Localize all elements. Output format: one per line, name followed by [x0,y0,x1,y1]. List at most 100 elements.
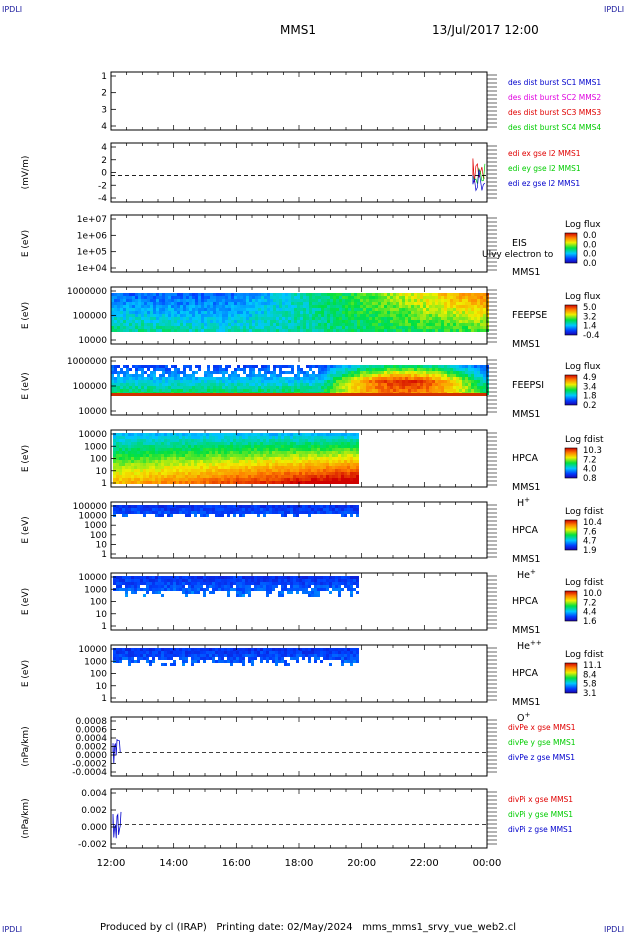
colorbar-tick-label: 1.8 [583,392,597,402]
spectrogram-cell [122,469,125,472]
spectrogram-cell [281,475,284,478]
spectrogram-cell [234,293,237,296]
spectrogram-cell [173,478,176,481]
spectrogram-cell [375,299,378,302]
spectrogram-cell [116,469,119,472]
spectrogram-cell [143,457,146,460]
spectrogram-cell [216,293,219,296]
spectrogram-cell [333,296,336,299]
spectrogram-cell [353,481,356,484]
spectrogram-cell [134,457,137,460]
spectrogram-cell [158,457,161,460]
spectrogram-cell [176,505,179,508]
spectrogram-cell [135,314,138,317]
spectrogram-cell [275,448,278,451]
spectrogram-cell [323,460,326,463]
spectrogram-cell [191,451,194,454]
spectrogram-cell [290,445,293,448]
spectrogram-cell [276,365,279,368]
spectrogram-cell [237,320,240,323]
spectrogram-cell [204,323,207,326]
spectrogram-cell [201,377,204,380]
spectrogram-cell [291,377,294,380]
spectrogram-cell [228,296,231,299]
spectrogram-cell [270,386,273,389]
spectrogram-cell [312,320,315,323]
spectrogram-cell [350,457,353,460]
spectrogram-cell [266,463,269,466]
spectrogram-cell [471,311,474,314]
spectrogram-cell [231,329,234,332]
spectrogram-cell [260,466,263,469]
spectrogram-cell [147,305,150,308]
spectrogram-cell [186,329,189,332]
spectrogram-cell [236,466,239,469]
spectrogram-cell [408,302,411,305]
spectrogram-cell [264,329,267,332]
spectrogram-cell [288,383,291,386]
spectrogram-cell [321,317,324,320]
spectrogram-cell [281,445,284,448]
spectrogram-cell [204,314,207,317]
spectrogram-cell [182,445,185,448]
spectrogram-cell [302,463,305,466]
spectrogram-cell [285,371,288,374]
spectrogram-cell [128,445,131,448]
spectrogram-cell [459,365,462,368]
spectrogram-cell [123,326,126,329]
spectrogram-cell [330,299,333,302]
spectrogram-cell [183,368,186,371]
spectrogram-cell [315,386,318,389]
spectrogram-cell [273,386,276,389]
spectrogram-cell [156,389,159,392]
spectrogram-cell [231,383,234,386]
spectrogram-cell [348,374,351,377]
spectrogram-cell [408,383,411,386]
spectrogram-cell [345,311,348,314]
spectrogram-cell [179,448,182,451]
spectrogram-cell [356,505,359,508]
spectrogram-cell [480,380,483,383]
spectrogram-cell [329,511,332,514]
spectrogram-cell [360,365,363,368]
spectrogram-cell [147,368,150,371]
spectrogram-cell [141,386,144,389]
spectrogram-cell [405,383,408,386]
spectrogram-cell [266,478,269,481]
spectrogram-cell [308,442,311,445]
spectrogram-cell [266,466,269,469]
spectrogram-cell [128,439,131,442]
spectrogram-cell [393,311,396,314]
spectrogram-cell [356,454,359,457]
spectrogram-cell [173,481,176,484]
spectrogram-cell [483,320,486,323]
spectrogram-cell [462,302,465,305]
spectrogram-cell [257,481,260,484]
spectrogram-cell [254,466,257,469]
spectrogram-cell [317,436,320,439]
spectrogram-cell [129,320,132,323]
spectrogram-cell [344,445,347,448]
spectrogram-cell [162,374,165,377]
spectrogram-cell [278,433,281,436]
spectrogram-cell [341,448,344,451]
spectrogram-cell [375,365,378,368]
spectrogram-cell [129,377,132,380]
spectrogram-cell [171,311,174,314]
spectrogram-cell [459,302,462,305]
spectrogram-cell [375,314,378,317]
spectrogram-cell [288,308,291,311]
spectrogram-cell [275,469,278,472]
spectrogram-cell [375,329,378,332]
spectrogram-cell [462,305,465,308]
spectrogram-cell [417,368,420,371]
spectrogram-cell [159,368,162,371]
spectrogram-cell [338,445,341,448]
spectrogram-cell [480,296,483,299]
spectrogram-cell [264,365,267,368]
spectrogram-cell [330,386,333,389]
spectrogram-cell [471,380,474,383]
spectrogram-cell [116,454,119,457]
spectrogram-cell [294,293,297,296]
spectrogram-cell [357,329,360,332]
